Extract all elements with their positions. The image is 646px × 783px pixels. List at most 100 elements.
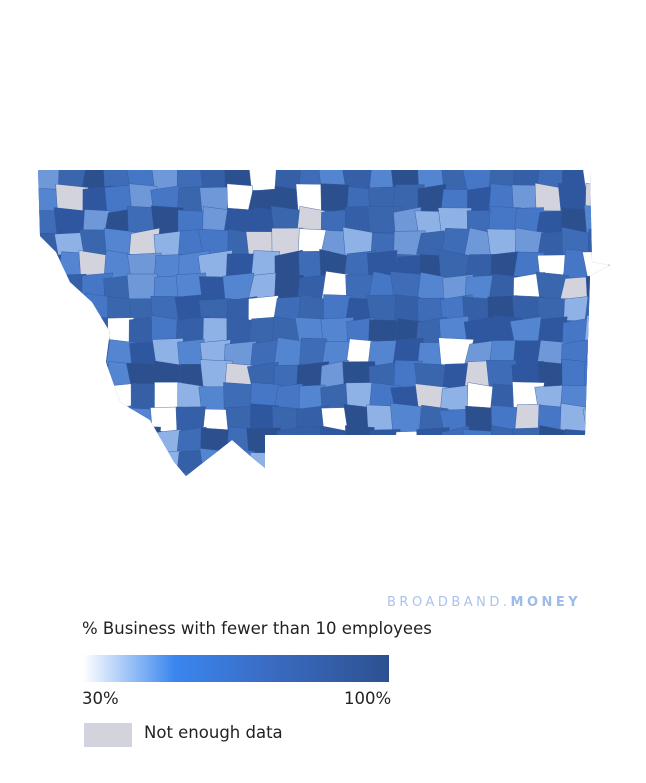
map-regions [38,170,610,476]
region [606,228,610,259]
region [38,448,63,476]
region [55,404,90,435]
region [270,473,306,476]
region [58,342,91,367]
region [369,429,401,456]
region [511,450,544,476]
legend-gradient [83,655,389,682]
region [345,425,375,457]
region [442,452,474,476]
region [104,428,135,457]
region [583,363,610,391]
region [390,402,425,434]
region [537,425,569,457]
region [608,272,610,302]
region [57,362,87,392]
no-data-label: Not enough data [144,723,283,742]
region [464,450,499,476]
region [608,404,610,434]
region [584,386,610,412]
region [607,336,610,368]
region [607,427,610,457]
region [246,427,281,455]
region [583,450,610,476]
region [38,273,63,303]
region [82,362,112,390]
region [606,170,610,191]
region [38,294,64,322]
region [38,254,65,279]
region [560,450,589,476]
region [582,427,610,454]
region [127,426,161,455]
region [370,448,400,476]
region [609,318,610,345]
region [608,206,610,237]
region [320,183,350,212]
region [80,384,111,414]
region [415,447,448,476]
region [249,452,281,476]
region [294,449,325,476]
region [79,453,112,476]
region [38,429,64,456]
region [368,473,398,476]
region [130,473,161,476]
region [510,471,541,476]
region [81,404,112,433]
region [105,470,135,476]
region [322,447,352,476]
no-data-swatch [84,723,132,747]
region [582,406,610,432]
region [486,451,520,476]
region [176,471,207,476]
region [559,402,594,432]
region [274,426,305,455]
region [584,339,610,369]
region [38,470,63,476]
region [38,406,65,432]
region [418,472,446,476]
region [344,474,376,476]
region [512,427,544,457]
region [298,471,326,476]
region [38,363,64,388]
region [606,359,610,390]
region [106,404,134,433]
legend-min: 30% [82,689,119,708]
region [129,447,161,476]
region [38,338,64,366]
region [321,475,351,476]
region [153,469,186,476]
region [558,470,589,476]
region [486,469,522,476]
region [225,446,255,476]
region [533,470,565,476]
region [584,293,610,323]
region [56,425,87,456]
region [439,470,474,476]
legend-max: 100% [344,689,392,708]
region [608,452,610,476]
region [393,468,422,476]
legend-title: % Business with fewer than 10 employees [82,619,432,638]
region [607,250,610,280]
region [224,471,254,476]
brand-second: MONEY [510,595,582,610]
region [199,470,232,476]
region [605,183,610,215]
region [536,453,565,476]
region [56,470,90,476]
region [345,448,377,476]
region [79,470,112,476]
region [80,431,112,456]
region [56,381,89,411]
region [609,384,610,412]
map [38,170,610,476]
region [609,474,610,476]
brand: BROADBAND.MONEY [387,595,581,610]
region [465,472,497,476]
region [585,274,610,301]
